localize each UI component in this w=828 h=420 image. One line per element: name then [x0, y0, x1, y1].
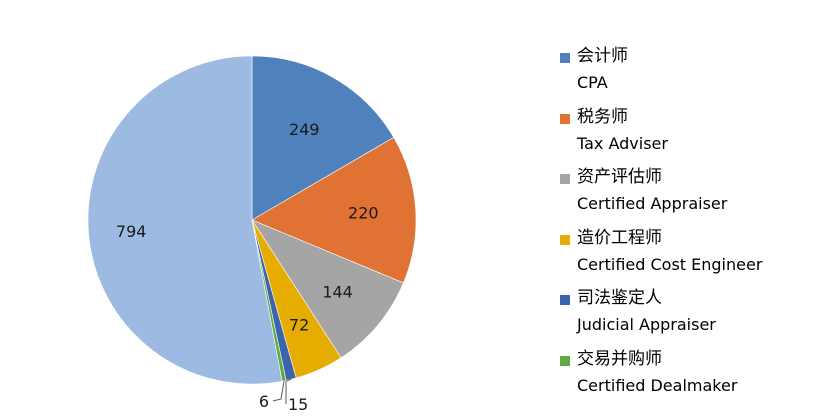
legend-label-zh: 司法鉴定人 [577, 288, 662, 308]
data-label-judicial-appraiser: 15 [288, 395, 308, 414]
data-label-cost-engineer: 72 [289, 316, 309, 335]
legend-label-zh: 资产评估师 [577, 167, 662, 187]
legend-label-zh: 会计师 [577, 46, 628, 66]
legend-label-en: CPA [577, 73, 608, 92]
legend-label-zh: 交易并购师 [577, 348, 662, 369]
data-label-dealmaker: 6 [259, 392, 269, 411]
leader-line [285, 378, 292, 404]
slice-other [87, 55, 283, 385]
slice-certified-appraiser [251, 219, 404, 359]
legend-swatch [560, 355, 570, 366]
legend-label-en: Judicial Appraiser [577, 315, 716, 334]
legend-swatch [560, 53, 570, 63]
legend-label-en: Certified Appraiser [577, 194, 728, 213]
legend-label-en: Tax Adviser [577, 133, 668, 153]
data-label-cpa: 249 [289, 120, 320, 139]
legend-label-en: Certified Cost Engineer [577, 254, 763, 274]
legend-swatch [560, 174, 570, 184]
legend-label-zh: 税务师 [577, 106, 628, 127]
slice-cpa [251, 55, 395, 221]
data-label-certified-appraiser: 144 [322, 282, 353, 301]
legend-label-zh: 造价工程师 [577, 227, 662, 248]
pie-chart: 249 220 144 72 794 15 6 [87, 55, 417, 414]
legend-label-en: Certified Dealmaker [577, 375, 738, 395]
legend-swatch [560, 113, 570, 124]
legend-swatch [560, 234, 570, 245]
legend-swatch [560, 295, 570, 305]
slice-tax-adviser [251, 136, 417, 284]
leader-line [272, 380, 285, 402]
data-label-other: 794 [116, 222, 147, 241]
data-label-tax-adviser: 220 [348, 204, 379, 223]
